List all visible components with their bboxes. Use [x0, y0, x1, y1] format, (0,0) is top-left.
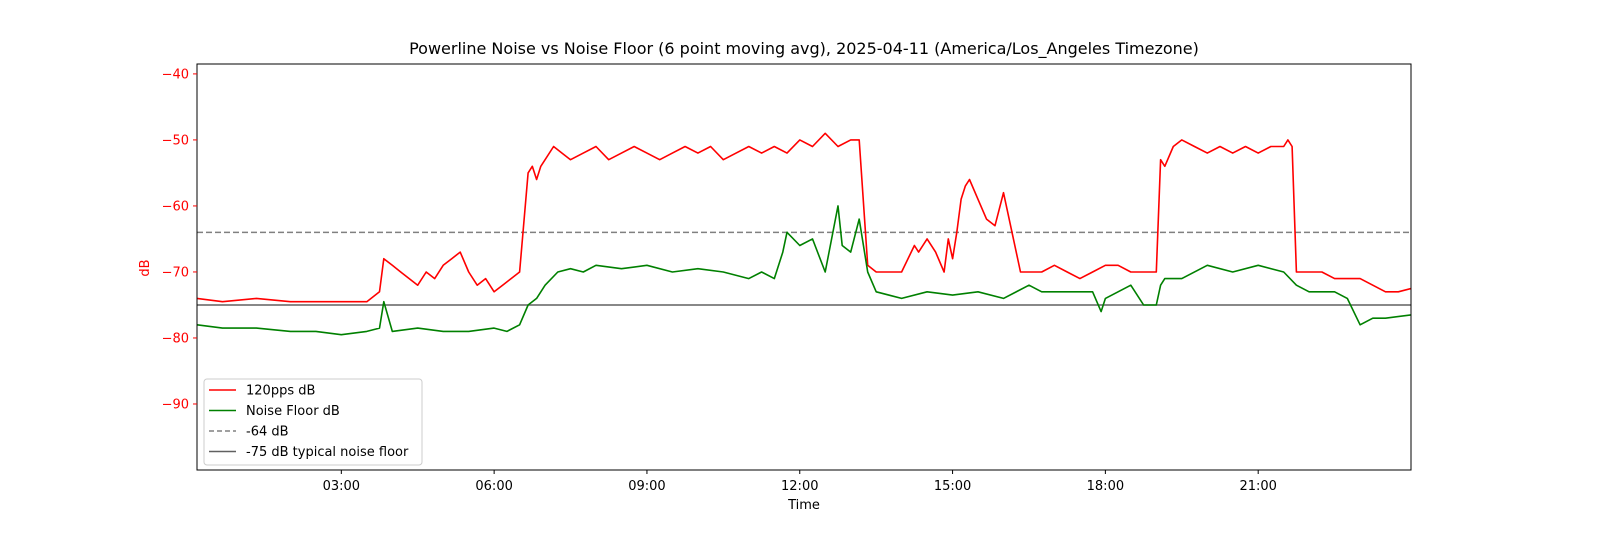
legend: 120pps dB Noise Floor dB -64 dB -75 dB typi…: [203, 378, 423, 466]
y-tick-label: −50: [162, 133, 189, 148]
legend-label-3: -64 dB: [246, 425, 289, 440]
y-tick-label: −60: [162, 199, 189, 214]
x-tick-label: 09:00: [628, 479, 665, 494]
series-line-2: [197, 205, 1411, 336]
legend-label-2: Noise Floor dB: [246, 404, 340, 419]
x-tick-label: 15:00: [934, 479, 971, 494]
y-axis: −40 −50 −60 −70 −80 −90: [162, 67, 197, 412]
plot-area: [197, 132, 1411, 336]
x-axis-label: Time: [787, 498, 820, 513]
x-axis: 03:00 06:00 09:00 12:00 15:00 18:00 21:00: [323, 470, 1277, 494]
x-tick-label: 12:00: [781, 479, 818, 494]
x-tick-label: 21:00: [1239, 479, 1276, 494]
y-tick-label: −70: [162, 265, 189, 280]
chart-title: Powerline Noise vs Noise Floor (6 point …: [409, 39, 1199, 59]
series-line-1: [197, 132, 1411, 303]
y-tick-label: −80: [162, 331, 189, 346]
y-tick-label: −40: [162, 67, 189, 82]
x-tick-label: 06:00: [475, 479, 512, 494]
legend-label-4: -75 dB typical noise floor: [246, 445, 409, 460]
y-axis-label: dB: [138, 259, 153, 276]
legend-box: [203, 378, 423, 466]
plot-frame: [196, 63, 1412, 471]
y-tick-label: −90: [162, 397, 189, 412]
legend-label-1: 120pps dB: [246, 384, 315, 399]
x-tick-label: 03:00: [323, 479, 360, 494]
x-tick-label: 18:00: [1087, 479, 1124, 494]
